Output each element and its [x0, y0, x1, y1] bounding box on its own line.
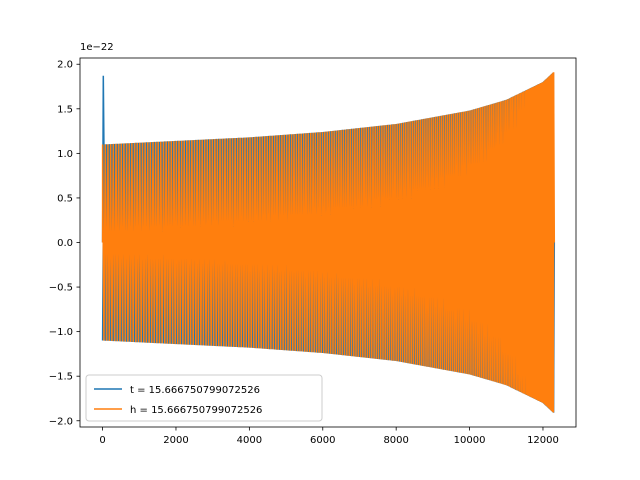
series-layer: [101, 72, 556, 413]
y-tick-label: −1.0: [49, 327, 73, 338]
y-tick-label: 1.5: [57, 104, 73, 115]
legend-box: [85, 374, 323, 422]
x-tick-label: 4000: [237, 435, 262, 446]
legend: t = 15.666750799072526 h = 15.66675079907…: [85, 374, 323, 422]
x-tick-label: 10000: [454, 435, 486, 446]
x-tick-label: 2000: [163, 435, 188, 446]
x-axis: 0 2000 4000 6000 8000 10000 12000: [99, 427, 559, 446]
legend-label: h = 15.666750799072526: [130, 405, 262, 416]
y-tick-label: −2.0: [49, 416, 73, 427]
x-tick-label: 8000: [383, 435, 408, 446]
y-tick-label: 1.0: [57, 149, 73, 160]
series-line-h: [101, 72, 556, 413]
legend-label: t = 15.666750799072526: [130, 385, 260, 396]
y-tick-label: 2.0: [57, 60, 73, 71]
x-tick-label: 0: [99, 435, 105, 446]
y-tick-label: 0.5: [57, 193, 73, 204]
y-axis: −2.0 −1.5 −1.0 −0.5 0.0 0.5 1.0 1.5 2.0: [49, 60, 80, 427]
y-tick-label: −1.5: [49, 372, 73, 383]
y-tick-label: 0.0: [57, 238, 73, 249]
x-tick-label: 12000: [527, 435, 559, 446]
x-tick-label: 6000: [310, 435, 335, 446]
y-offset-text: 1e−22: [80, 42, 114, 53]
y-tick-label: −0.5: [49, 283, 73, 294]
